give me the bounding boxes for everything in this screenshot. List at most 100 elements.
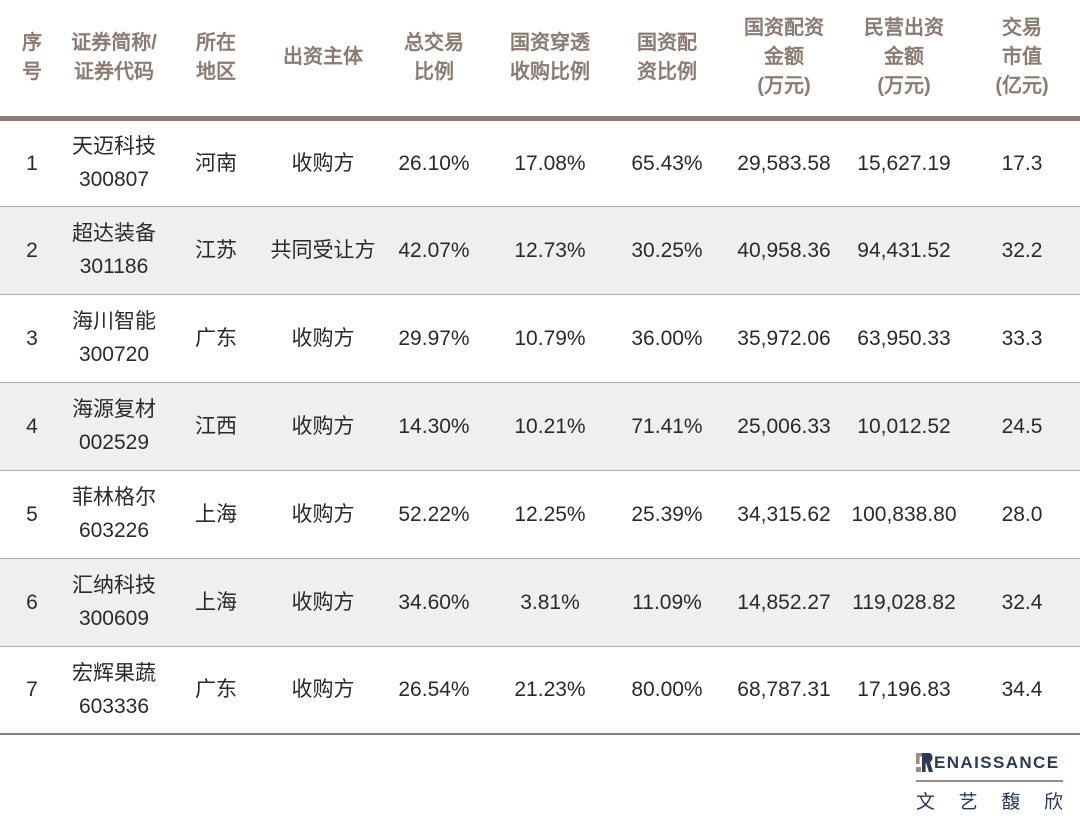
cell-market-cap: 17.3 [1001, 151, 1043, 175]
cell-entity: 收购方 [291, 502, 355, 526]
logo-cn-char: 欣 [1043, 792, 1063, 813]
col-header-market-cap: 交易 市值 (亿元) [964, 0, 1080, 121]
cell-entity: 收购方 [291, 151, 355, 175]
cell-allocation-ratio: 65.43% [631, 151, 703, 175]
cell-security: 菲林格尔 603226 [72, 486, 156, 542]
cell-security: 天迈科技 300807 [72, 135, 156, 191]
cell-security: 海源复材 002529 [72, 398, 156, 454]
logo-text-cn: 文 艺 馥 欣 [916, 787, 1063, 814]
cell-penetration-ratio: 12.73% [514, 238, 586, 262]
col-header-security: 证券简称/ 证券代码 [64, 0, 164, 121]
logo-cn-char: 艺 [958, 792, 978, 813]
cell-region: 上海 [195, 590, 237, 614]
cell-total-ratio: 26.54% [398, 678, 470, 702]
renaissance-logo: ENAISSANCE 文 艺 馥 欣 [916, 753, 1063, 814]
logo-cn-char: 文 [916, 792, 936, 813]
cell-allocation-ratio: 80.00% [631, 678, 703, 702]
cell-index: 1 [26, 151, 38, 175]
deals-table: 序 号 证券简称/ 证券代码 所在 地区 出资主体 总交易 比例 国资穿透 收购… [0, 0, 1080, 734]
cell-private-amount: 15,627.19 [857, 151, 951, 175]
table-row: 6 汇纳科技 300609 上海 收购方 34.60% 3.81% 11.09%… [0, 558, 1080, 646]
cell-security: 超达装备 301186 [72, 222, 156, 278]
cell-allocation-amount: 25,006.33 [737, 414, 831, 438]
col-header-entity: 出资主体 [268, 0, 378, 121]
cell-allocation-amount: 35,972.06 [737, 326, 831, 350]
cell-private-amount: 94,431.52 [857, 238, 951, 262]
cell-private-amount: 63,950.33 [857, 326, 951, 350]
col-header-region: 所在 地区 [164, 0, 268, 121]
cell-allocation-ratio: 30.25% [631, 238, 703, 262]
cell-index: 4 [26, 414, 38, 438]
cell-market-cap: 24.5 [1001, 414, 1043, 438]
logo-cn-char: 馥 [1001, 792, 1021, 813]
cell-penetration-ratio: 12.25% [514, 502, 586, 526]
cell-entity: 共同受让方 [270, 238, 376, 262]
footer: ENAISSANCE 文 艺 馥 欣 [0, 741, 1080, 825]
cell-security: 海川智能 300720 [72, 310, 156, 366]
cell-total-ratio: 14.30% [398, 414, 470, 438]
header-row: 序 号 证券简称/ 证券代码 所在 地区 出资主体 总交易 比例 国资穿透 收购… [0, 0, 1080, 121]
cell-private-amount: 10,012.52 [857, 414, 951, 438]
cell-allocation-ratio: 11.09% [632, 590, 702, 614]
cell-index: 6 [26, 590, 38, 614]
cell-entity: 收购方 [291, 590, 355, 614]
logo-divider [916, 780, 1063, 782]
cell-total-ratio: 29.97% [398, 326, 470, 350]
cell-index: 3 [26, 326, 38, 350]
cell-allocation-amount: 34,315.62 [737, 502, 831, 526]
cell-index: 2 [26, 238, 38, 262]
cell-entity: 收购方 [291, 326, 355, 350]
table-row: 5 菲林格尔 603226 上海 收购方 52.22% 12.25% 25.39… [0, 470, 1080, 558]
cell-region: 上海 [195, 502, 237, 526]
cell-security: 汇纳科技 300609 [72, 574, 156, 630]
col-header-allocation-amount: 国资配资 金额 (万元) [724, 0, 844, 121]
cell-market-cap: 33.3 [1001, 326, 1043, 350]
cell-penetration-ratio: 17.08% [514, 151, 586, 175]
cell-index: 7 [26, 678, 38, 702]
cell-allocation-amount: 40,958.36 [737, 238, 831, 262]
cell-private-amount: 100,838.80 [851, 502, 957, 526]
table-row: 7 宏辉果蔬 603336 广东 收购方 26.54% 21.23% 80.00… [0, 646, 1080, 734]
cell-entity: 收购方 [291, 414, 355, 438]
col-header-private-amount: 民营出资 金额 (万元) [844, 0, 964, 121]
cell-entity: 收购方 [291, 678, 355, 702]
table-row: 1 天迈科技 300807 河南 收购方 26.10% 17.08% 65.43… [0, 118, 1080, 206]
cell-allocation-ratio: 71.41% [631, 414, 703, 438]
col-header-index: 序 号 [0, 0, 64, 121]
cell-allocation-amount: 68,787.31 [737, 678, 831, 702]
cell-region: 广东 [195, 326, 237, 350]
cell-security: 宏辉果蔬 603336 [72, 661, 156, 718]
col-header-penetration-ratio: 国资穿透 收购比例 [490, 0, 610, 121]
cell-market-cap: 32.2 [1001, 238, 1043, 262]
table-body: 1 天迈科技 300807 河南 收购方 26.10% 17.08% 65.43… [0, 118, 1080, 734]
table-row: 3 海川智能 300720 广东 收购方 29.97% 10.79% 36.00… [0, 294, 1080, 382]
logo-top-row: ENAISSANCE [916, 753, 1063, 777]
cell-penetration-ratio: 10.21% [514, 414, 586, 438]
table-header: 序 号 证券简称/ 证券代码 所在 地区 出资主体 总交易 比例 国资穿透 收购… [0, 0, 1080, 121]
cell-total-ratio: 34.60% [398, 590, 470, 614]
cell-allocation-ratio: 36.00% [631, 326, 703, 350]
cell-total-ratio: 52.22% [398, 502, 470, 526]
cell-total-ratio: 42.07% [398, 238, 470, 262]
cell-penetration-ratio: 3.81% [520, 590, 580, 614]
cell-region: 江苏 [195, 238, 237, 262]
cell-allocation-amount: 29,583.58 [737, 151, 831, 175]
cell-market-cap: 32.4 [1001, 590, 1043, 614]
cell-allocation-amount: 14,852.27 [737, 590, 831, 614]
col-header-allocation-ratio: 国资配 资比例 [610, 0, 724, 121]
cell-region: 广东 [195, 678, 237, 702]
cell-penetration-ratio: 21.23% [514, 678, 586, 702]
col-header-total-ratio: 总交易 比例 [378, 0, 490, 121]
cell-region: 江西 [195, 414, 237, 438]
logo-text-en: ENAISSANCE [934, 753, 1060, 772]
cell-private-amount: 17,196.83 [857, 678, 951, 702]
table-row: 4 海源复材 002529 江西 收购方 14.30% 10.21% 71.41… [0, 382, 1080, 470]
cell-index: 5 [26, 502, 38, 526]
table-row: 2 超达装备 301186 江苏 共同受让方 42.07% 12.73% 30.… [0, 206, 1080, 294]
renaissance-r-mark-icon [916, 753, 933, 777]
cell-market-cap: 34.4 [1001, 678, 1043, 702]
cell-private-amount: 119,028.82 [852, 590, 956, 614]
cell-total-ratio: 26.10% [398, 151, 470, 175]
cell-allocation-ratio: 25.39% [631, 502, 703, 526]
